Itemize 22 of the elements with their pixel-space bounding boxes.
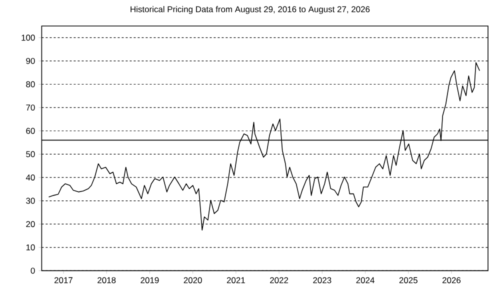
y-tick-label: 70 [26, 104, 35, 111]
y-tick-label: 40 [26, 174, 35, 180]
y-tick-label: 90 [26, 58, 35, 64]
x-tick-label: 2025 [399, 277, 418, 284]
x-tick-label: 2019 [140, 277, 159, 284]
y-tick-label: 10 [26, 244, 35, 250]
y-tick-label: 60 [26, 128, 35, 134]
y-tick-label: 80 [26, 81, 35, 88]
y-tick-label: 20 [26, 221, 35, 228]
y-tick-label: 50 [26, 151, 35, 158]
y-tick-label: 100 [22, 34, 35, 41]
chart-title: Historical Pricing Data from August 29, 2016 to August 27, 2026 [130, 6, 370, 14]
x-tick-label: 2021 [226, 277, 245, 284]
x-tick-label: 2020 [184, 277, 202, 284]
x-tick-label: 2018 [98, 277, 116, 284]
x-tick-label: 2022 [270, 277, 288, 284]
x-tick-label: 2024 [356, 277, 374, 284]
x-tick-label: 2026 [442, 277, 461, 284]
x-tick-label: 2017 [54, 277, 72, 284]
x-tick-label: 2023 [313, 277, 332, 284]
y-tick-label: 0 [30, 268, 35, 274]
y-tick-label: 30 [26, 198, 35, 204]
